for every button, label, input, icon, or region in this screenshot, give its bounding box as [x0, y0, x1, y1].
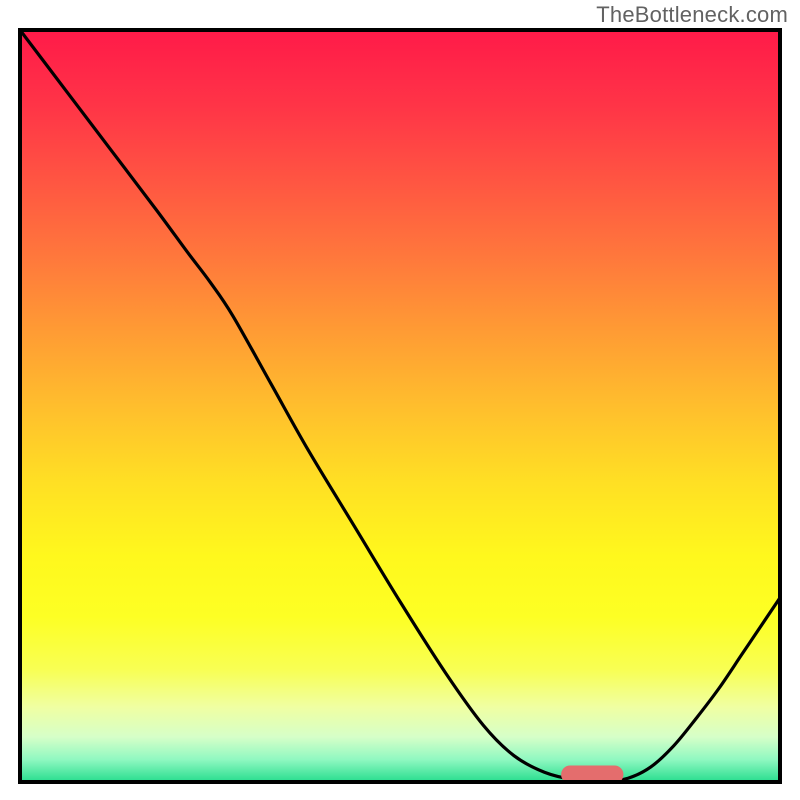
- bottleneck-chart: [0, 0, 800, 800]
- chart-container: TheBottleneck.com: [0, 0, 800, 800]
- attribution-text: TheBottleneck.com: [596, 2, 788, 28]
- plot-background: [20, 30, 780, 782]
